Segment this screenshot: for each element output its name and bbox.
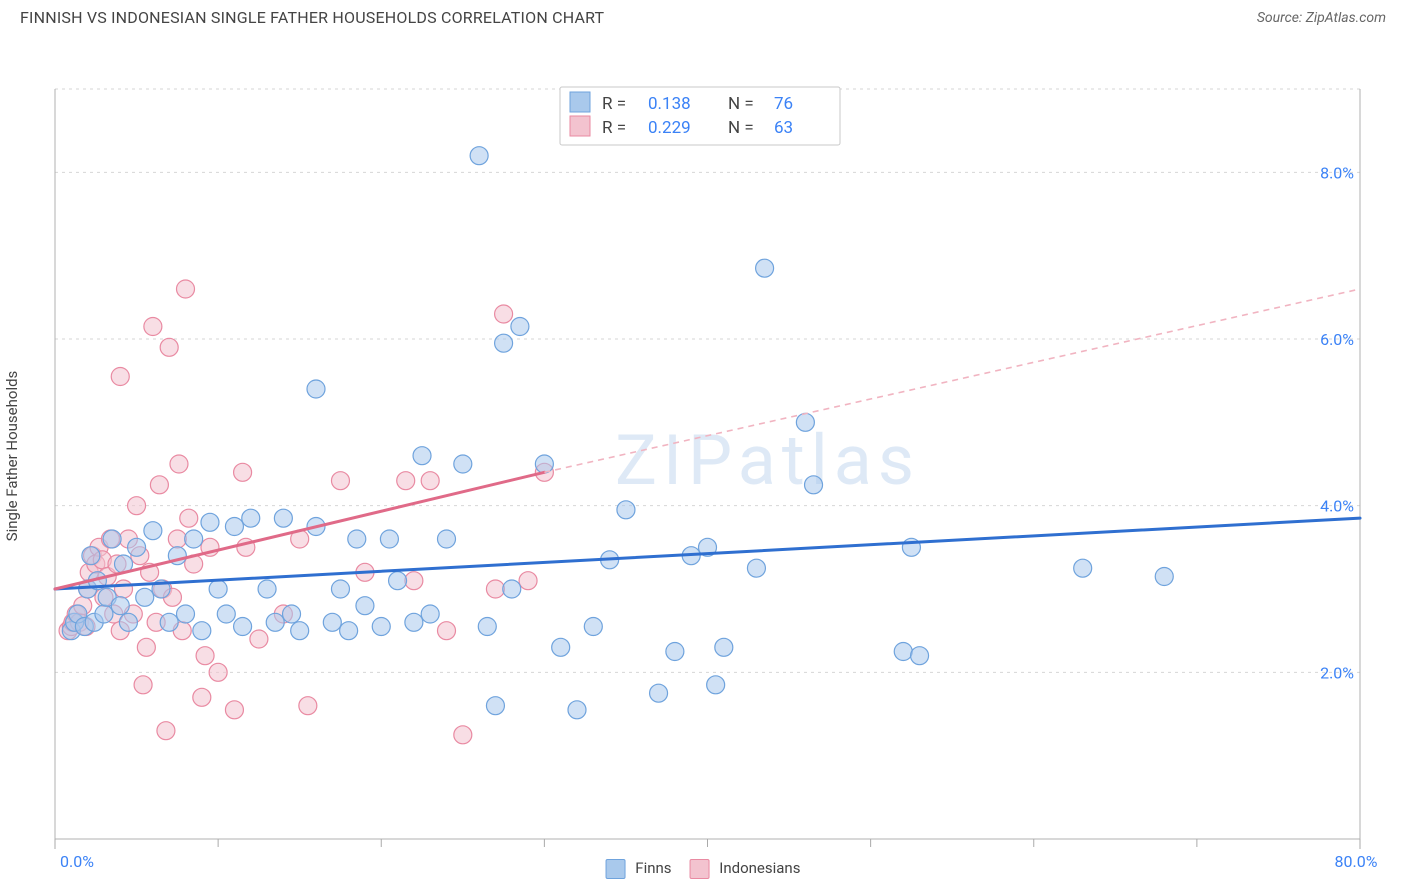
svg-text:2.0%: 2.0%	[1320, 663, 1354, 682]
svg-text:N =: N =	[728, 94, 754, 114]
svg-text:0.229: 0.229	[648, 118, 691, 138]
svg-text:0.0%: 0.0%	[60, 852, 94, 871]
svg-text:ZIPatlas: ZIPatlas	[615, 420, 920, 502]
chart-area: Single Father Households 2.0% 4.0% 6.0% 8.0…	[0, 31, 1406, 881]
source-label: Source: ZipAtlas.com	[1257, 10, 1386, 26]
y-axis-label: Single Father Households	[3, 371, 21, 542]
legend-swatch-indonesians	[690, 859, 710, 879]
scatter-plot-svg: 2.0% 4.0% 6.0% 8.0% 0.0% 80.0% ZIPatlas R = 0.13…	[0, 31, 1406, 881]
svg-text:6.0%: 6.0%	[1320, 330, 1354, 349]
legend-bottom: Finns Indonesians	[606, 859, 801, 879]
svg-text:N =: N =	[728, 118, 754, 138]
svg-text:63: 63	[774, 118, 793, 138]
svg-text:80.0%: 80.0%	[1335, 852, 1378, 871]
legend-item-indonesians: Indonesians	[690, 859, 801, 879]
svg-text:76: 76	[774, 94, 793, 114]
legend-label-finns: Finns	[635, 859, 671, 877]
legend-label-indonesians: Indonesians	[719, 859, 800, 877]
svg-text:R =: R =	[602, 118, 626, 138]
svg-text:8.0%: 8.0%	[1320, 163, 1354, 182]
legend-swatch-finns	[606, 859, 626, 879]
legend-item-finns: Finns	[606, 859, 672, 879]
svg-text:4.0%: 4.0%	[1320, 497, 1354, 516]
svg-text:0.138: 0.138	[648, 94, 691, 114]
chart-title: FINNISH VS INDONESIAN SINGLE FATHER HOUS…	[20, 8, 604, 27]
svg-text:R =: R =	[602, 94, 626, 114]
